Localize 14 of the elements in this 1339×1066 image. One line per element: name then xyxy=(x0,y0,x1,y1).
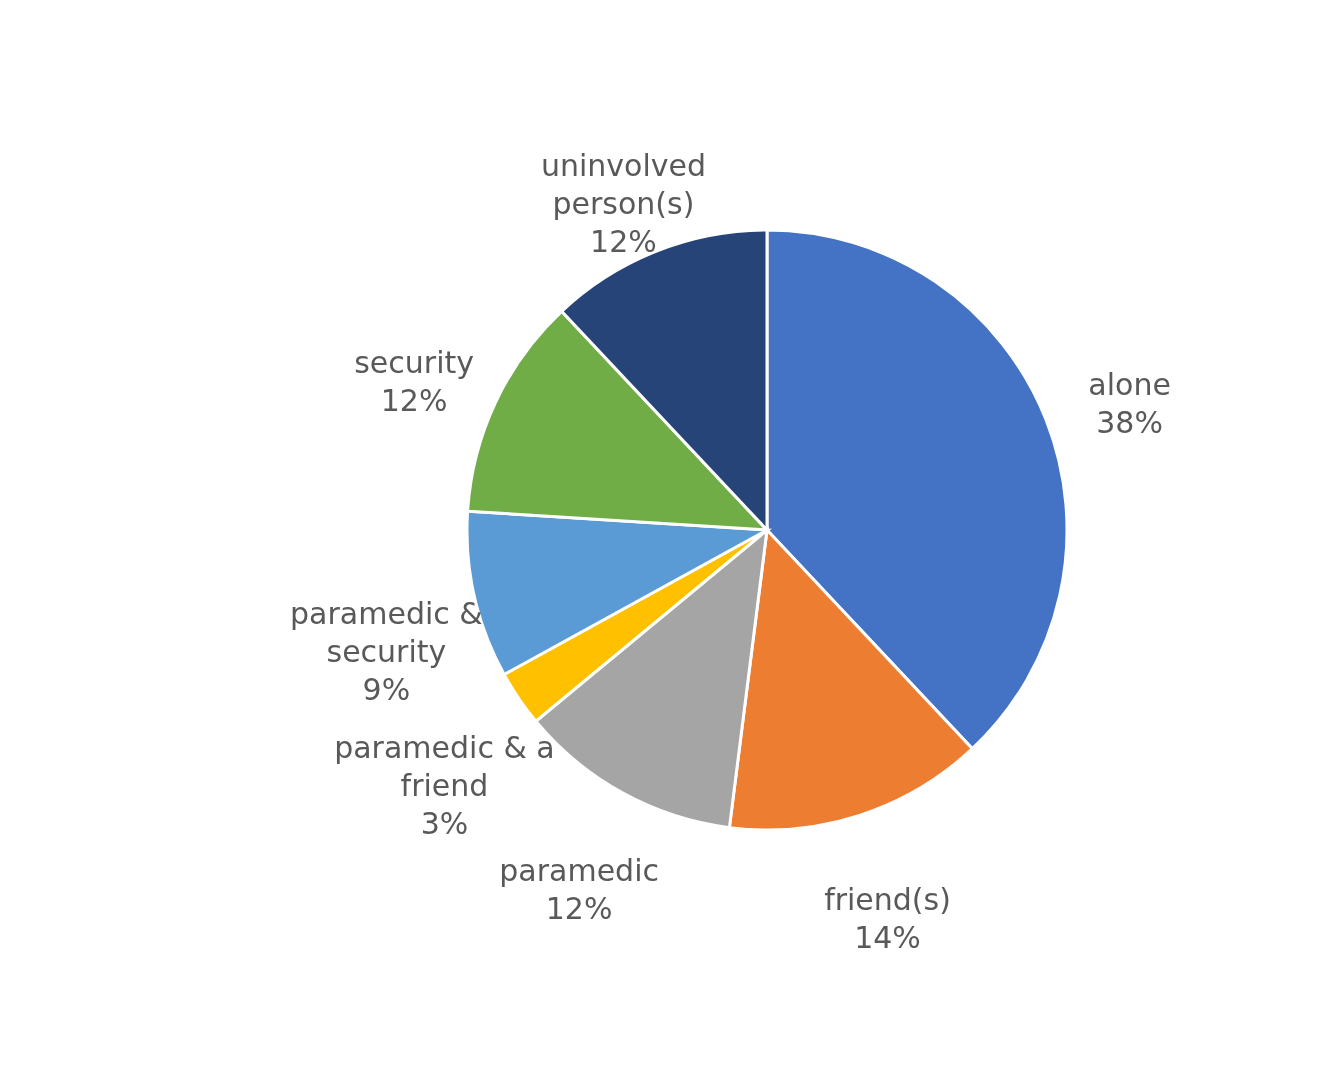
slice-label: uninvolved person(s) xyxy=(540,148,706,222)
data-label: 12% xyxy=(545,890,613,926)
slice-label: paramedic xyxy=(499,852,659,888)
slice-label: alone xyxy=(1088,367,1171,403)
slice-label: security xyxy=(354,344,475,380)
data-label: 3% xyxy=(420,806,469,842)
slice-label: paramedic & a friend xyxy=(334,730,555,804)
data-label: 14% xyxy=(854,919,921,955)
slice-label: paramedic & security xyxy=(290,596,483,670)
data-label: 12% xyxy=(380,382,448,418)
data-label: 9% xyxy=(362,672,411,708)
data-label: 38% xyxy=(1096,405,1163,441)
slice-label: friend(s) xyxy=(824,881,951,917)
data-label: 12% xyxy=(590,224,657,260)
